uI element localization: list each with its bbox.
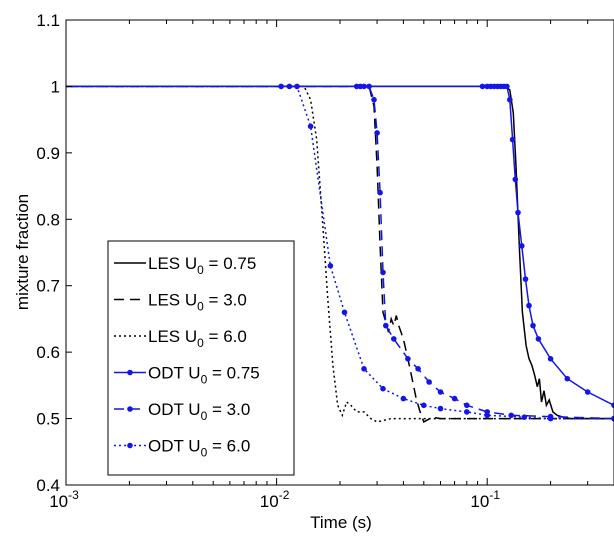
series-line-2 — [66, 85, 614, 423]
series-5-marker — [464, 402, 470, 409]
y-tick-label: 0.7 — [36, 277, 60, 296]
series-6-marker — [380, 385, 386, 392]
series-5-marker — [361, 83, 367, 90]
series-4-marker — [522, 276, 529, 282]
series-4-marker — [564, 375, 571, 382]
series-4-marker — [512, 176, 519, 183]
series-6-marker — [286, 83, 293, 90]
series-6-marker — [521, 414, 528, 421]
series-6-marker — [341, 309, 348, 316]
legend-marker-4 — [127, 369, 133, 376]
legend-label-5: ODT U0 = 3.0 — [148, 400, 250, 423]
legend: LES U0 = 0.75 LES U0 = 3.0 LES U0 = 6.0 ODT… — [107, 240, 295, 476]
series-6-marker — [307, 123, 314, 130]
series-5-marker — [508, 412, 514, 419]
series-4-marker — [547, 356, 554, 362]
series-5-marker — [380, 269, 386, 276]
x-tick-label: 10-1 — [470, 488, 500, 511]
series-6-marker — [400, 395, 407, 402]
series-4-marker — [479, 83, 486, 90]
series-line-1 — [66, 85, 614, 420]
y-tick-label: 1 — [51, 77, 60, 96]
series-6-marker — [421, 402, 427, 409]
y-tick-label: 0.5 — [36, 410, 60, 429]
x-axis-label: Time (s) — [310, 513, 372, 532]
series-5-marker — [366, 83, 372, 90]
series-5-marker — [415, 366, 421, 372]
series-6-marker — [327, 263, 334, 269]
series-4-marker — [526, 302, 532, 309]
legend-label-3: LES U0 = 6.0 — [148, 327, 247, 350]
series-6-marker — [611, 415, 614, 422]
series-4-marker — [507, 96, 513, 103]
series-6-marker — [294, 83, 300, 90]
y-tick-label: 0.8 — [36, 210, 60, 229]
series-5-marker — [383, 322, 389, 329]
axes-layer: 0.4 0.5 0.6 0.7 0.8 0.9 1 1.1 10-3 10-2 10-1 — [36, 11, 614, 511]
series-6-marker — [437, 405, 444, 412]
legend-box — [107, 240, 295, 476]
series-5-marker — [426, 379, 432, 385]
series-4-marker — [504, 83, 510, 90]
series-line-5 — [66, 85, 614, 420]
legend-label-4: ODT U0 = 0.75 — [148, 364, 260, 387]
series-4-marker — [519, 243, 525, 249]
x-tick-label: 10-3 — [49, 488, 79, 511]
series-5-marker — [374, 130, 380, 136]
series-5-marker — [437, 389, 444, 395]
series-5-marker — [451, 395, 458, 402]
series-5-marker — [391, 336, 397, 342]
series-4-marker — [515, 209, 521, 216]
y-tick-label: 0.9 — [36, 144, 60, 163]
legend-label-2: LES U0 = 3.0 — [148, 291, 247, 314]
series-4-marker — [530, 322, 536, 329]
y-tick-label: 0.4 — [36, 476, 60, 495]
series-6-marker — [547, 415, 554, 422]
y-tick-label: 1.1 — [36, 11, 60, 30]
series-4-marker — [611, 402, 614, 409]
y-tick-label: 0.6 — [36, 343, 60, 362]
series-5-marker — [377, 189, 383, 196]
series-6-marker — [361, 366, 367, 372]
x-tick-label: 10-2 — [260, 488, 290, 511]
y-axis-label: mixture fraction — [13, 194, 32, 310]
series-4-marker — [509, 136, 516, 143]
legend-marker-6 — [127, 442, 133, 449]
legend-label-1: LES U0 = 0.75 — [148, 254, 256, 277]
series-layer — [66, 83, 614, 423]
legend-marker-5 — [127, 406, 133, 412]
series-6-marker — [464, 409, 470, 415]
series-5-marker — [405, 356, 411, 362]
series-4-marker — [535, 336, 542, 342]
legend-label-6: ODT U0 = 6.0 — [148, 437, 250, 460]
series-4-marker — [584, 389, 591, 395]
series-6-marker — [484, 412, 491, 419]
series-6-marker — [278, 83, 284, 90]
series-5-marker — [371, 96, 377, 103]
series-line-6 — [66, 85, 614, 420]
